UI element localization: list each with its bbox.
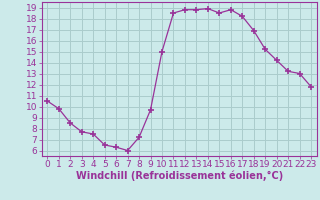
X-axis label: Windchill (Refroidissement éolien,°C): Windchill (Refroidissement éolien,°C)	[76, 171, 283, 181]
